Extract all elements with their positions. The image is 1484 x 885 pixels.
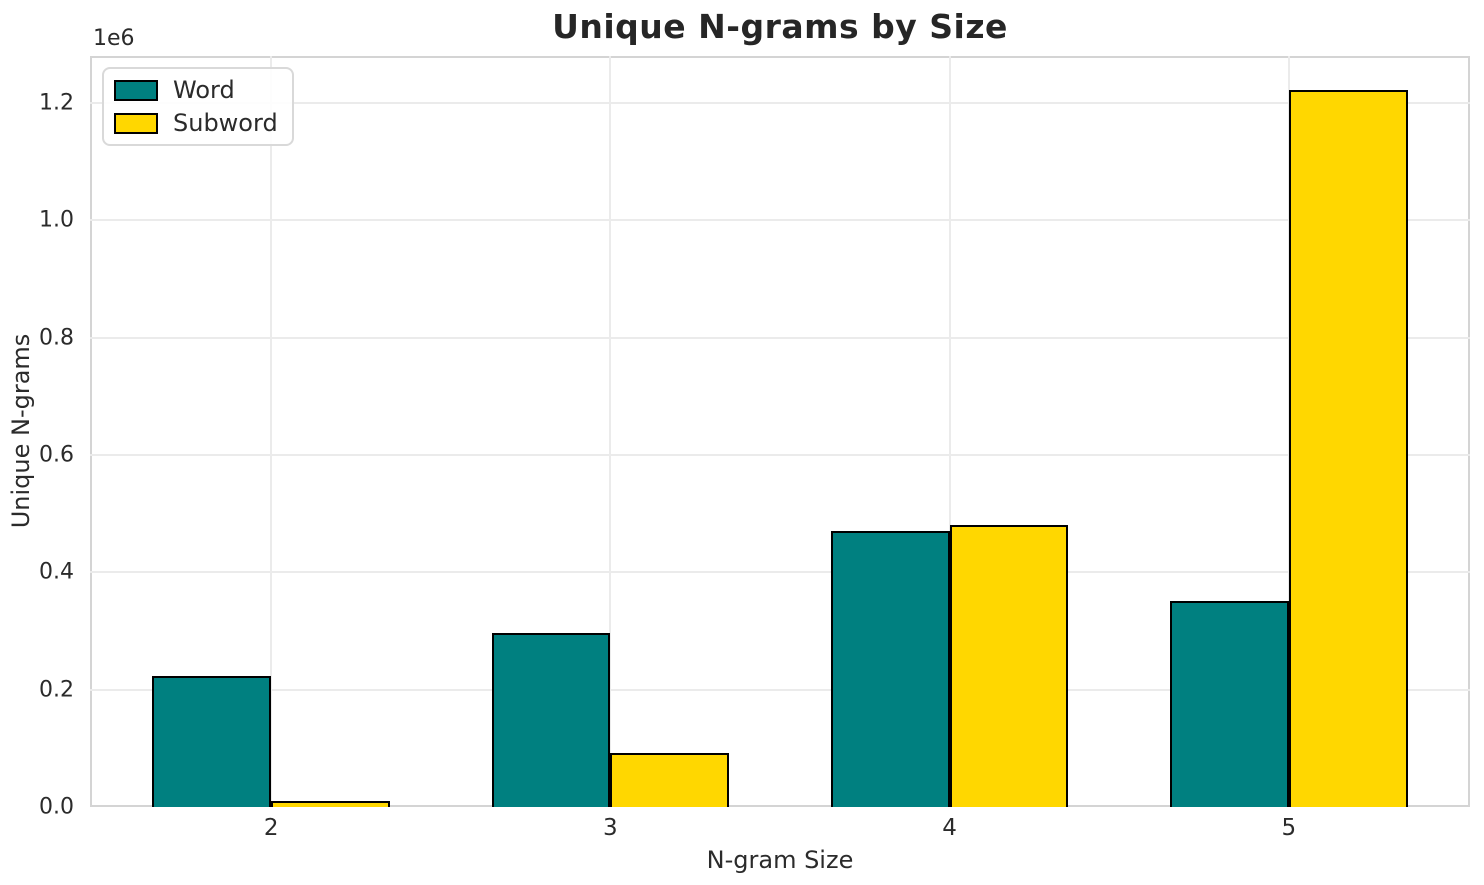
plot-area: Word Subword — [90, 56, 1470, 807]
y-axis-title: Unique N-grams — [7, 333, 35, 529]
y-tick-label-0.4: 0.4 — [39, 559, 74, 585]
y-gridline-0.2 — [90, 688, 1470, 691]
bar-subword-ngram-2 — [271, 800, 390, 807]
y-tick-label-0.6: 0.6 — [39, 442, 74, 468]
x-tick-label-4: 4 — [942, 815, 957, 841]
y-gridline-0.6 — [90, 453, 1470, 456]
bar-word-ngram-2 — [152, 676, 272, 807]
bar-subword-ngram-3 — [610, 753, 730, 807]
y-tick-label-0.0: 0.0 — [39, 794, 74, 820]
y-tick-label-0.8: 0.8 — [39, 325, 74, 351]
chart-title: Unique N-grams by Size — [552, 7, 1008, 46]
x-axis-title: N-gram Size — [706, 846, 854, 874]
legend-label-word: Word — [173, 76, 235, 104]
legend: Word Subword — [102, 67, 294, 146]
x-gridline-3 — [609, 56, 612, 807]
bar-word-ngram-5 — [1170, 601, 1289, 807]
y-axis-offset-label: 1e6 — [93, 26, 135, 51]
y-tick-label-0.2: 0.2 — [39, 677, 74, 703]
legend-item-subword: Subword — [114, 111, 278, 135]
x-tick-label-3: 3 — [603, 815, 618, 841]
y-gridline-1.2 — [90, 101, 1470, 104]
x-gridline-4 — [948, 56, 951, 807]
legend-item-word: Word — [114, 78, 278, 102]
y-gridline-1.0 — [90, 219, 1470, 222]
y-gridline-0.4 — [90, 571, 1470, 574]
y-tick-label-1.0: 1.0 — [39, 207, 74, 233]
bar-word-ngram-3 — [491, 633, 611, 807]
legend-swatch-subword — [114, 112, 158, 134]
y-tick-label-1.2: 1.2 — [39, 90, 74, 116]
y-gridline-0.8 — [90, 336, 1470, 339]
x-tick-label-2: 2 — [263, 815, 279, 841]
bar-word-ngram-4 — [830, 531, 950, 807]
bar-subword-ngram-4 — [949, 525, 1069, 807]
x-tick-label-5: 5 — [1281, 815, 1297, 841]
x-gridline-2 — [270, 56, 273, 807]
legend-swatch-word — [114, 79, 158, 101]
legend-label-subword: Subword — [173, 109, 278, 137]
bar-subword-ngram-5 — [1288, 90, 1408, 807]
